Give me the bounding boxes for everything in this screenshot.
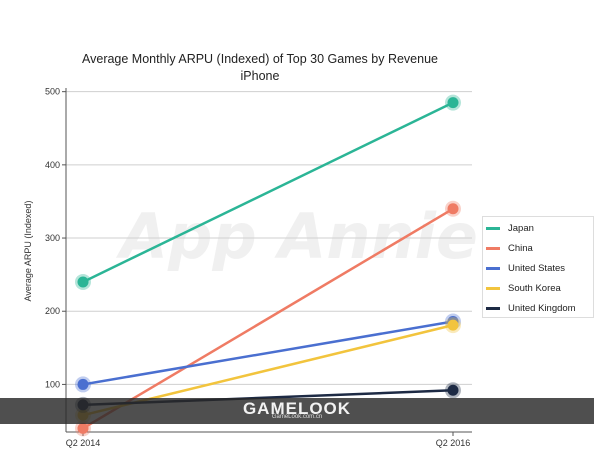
legend-swatch [486, 266, 500, 270]
y-tick-label: 300 [45, 233, 60, 243]
y-tick-label: 400 [45, 160, 60, 170]
data-point [77, 276, 89, 288]
legend-swatch [486, 226, 500, 230]
chart-title: Average Monthly ARPU (Indexed) of Top 30… [82, 52, 438, 66]
series-line [82, 101, 454, 284]
gamelook-banner [0, 398, 594, 424]
y-tick-label: 100 [45, 379, 60, 389]
data-point [447, 203, 459, 215]
gamelook-banner-text: GAMELOOK [242, 399, 352, 418]
legend-item: South Korea [486, 278, 576, 298]
legend-swatch [486, 306, 500, 310]
data-point [447, 319, 459, 331]
y-tick-label: 500 [45, 87, 60, 97]
legend-item: United Kingdom [486, 298, 576, 318]
series-line [82, 207, 454, 430]
data-point [77, 378, 89, 390]
series-line [82, 320, 454, 386]
legend-label: Japan [508, 222, 534, 234]
gamelook-banner-subtext: GameLook.com.cn [271, 414, 323, 420]
x-tick-label: Q2 2014 [66, 438, 101, 448]
x-tick-label: Q2 2016 [436, 438, 471, 448]
data-point [447, 384, 459, 396]
y-tick-label: 200 [45, 306, 60, 316]
y-axis-label: Average ARPU (Indexed) [23, 200, 33, 302]
data-point [77, 422, 89, 434]
chart-subtitle: iPhone [240, 69, 280, 83]
legend-swatch [486, 286, 500, 290]
legend-item: Japan [486, 218, 576, 238]
legend-label: United Kingdom [508, 302, 576, 314]
legend-swatch [486, 246, 500, 250]
data-point [447, 97, 459, 109]
legend-label: United States [508, 262, 566, 274]
legend-label: South Korea [508, 282, 561, 294]
legend-item: China [486, 238, 576, 258]
legend: Japan China United States South Korea United… [486, 218, 576, 318]
legend-label: China [508, 242, 533, 254]
legend-item: United States [486, 258, 576, 278]
